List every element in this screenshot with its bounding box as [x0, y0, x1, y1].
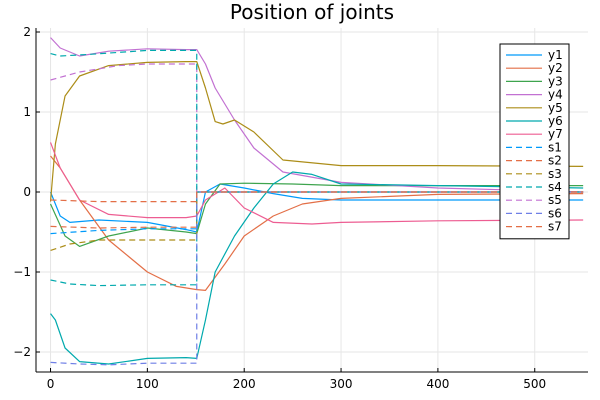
legend-label-y5: y5 — [548, 101, 563, 115]
series-line-s7 — [50, 191, 584, 203]
legend-label-y1: y1 — [548, 48, 563, 62]
legend-label-y7: y7 — [548, 127, 563, 141]
x-tick-label-2: 200 — [233, 377, 256, 391]
y-tick-label-0: −2 — [13, 345, 31, 359]
legend-label-s2: s2 — [548, 154, 562, 168]
series-line-s1 — [50, 191, 584, 235]
x-tick-label-0: 0 — [47, 377, 55, 391]
series-line-y2 — [50, 155, 584, 291]
legend-label-s4: s4 — [548, 180, 562, 194]
y-tick-label-4: 2 — [23, 25, 31, 39]
legend-label-y2: y2 — [548, 61, 563, 75]
legend-label-s3: s3 — [548, 167, 562, 181]
legend-label-s7: s7 — [548, 220, 562, 234]
x-tick-label-3: 300 — [330, 377, 353, 391]
series-line-extra-14 — [50, 49, 198, 192]
x-tick-label-1: 100 — [136, 377, 159, 391]
legend-label-s6: s6 — [548, 206, 562, 220]
legend-label-y4: y4 — [548, 88, 563, 102]
x-tick-label-4: 400 — [426, 377, 449, 391]
legend-label-y6: y6 — [548, 114, 563, 128]
series-line-y7 — [49, 142, 584, 225]
y-tick-label-2: 0 — [23, 185, 31, 199]
series-line-y5 — [49, 60, 584, 202]
y-tick-label-3: 1 — [23, 105, 31, 119]
series-line-y6 — [50, 171, 584, 365]
chart-title: Position of joints — [230, 0, 394, 24]
legend-label-s1: s1 — [548, 140, 562, 154]
series-layer — [49, 37, 584, 366]
legend-box — [499, 43, 570, 240]
legend-label-s5: s5 — [548, 193, 562, 207]
axes: 0 100 200 300 400 500 −2 −1 0 1 2 — [13, 25, 588, 391]
y-tick-label-1: −1 — [13, 265, 31, 279]
legend-label-y3: y3 — [548, 74, 563, 88]
x-tick-label-5: 500 — [523, 377, 546, 391]
series-line-y4 — [50, 37, 584, 193]
